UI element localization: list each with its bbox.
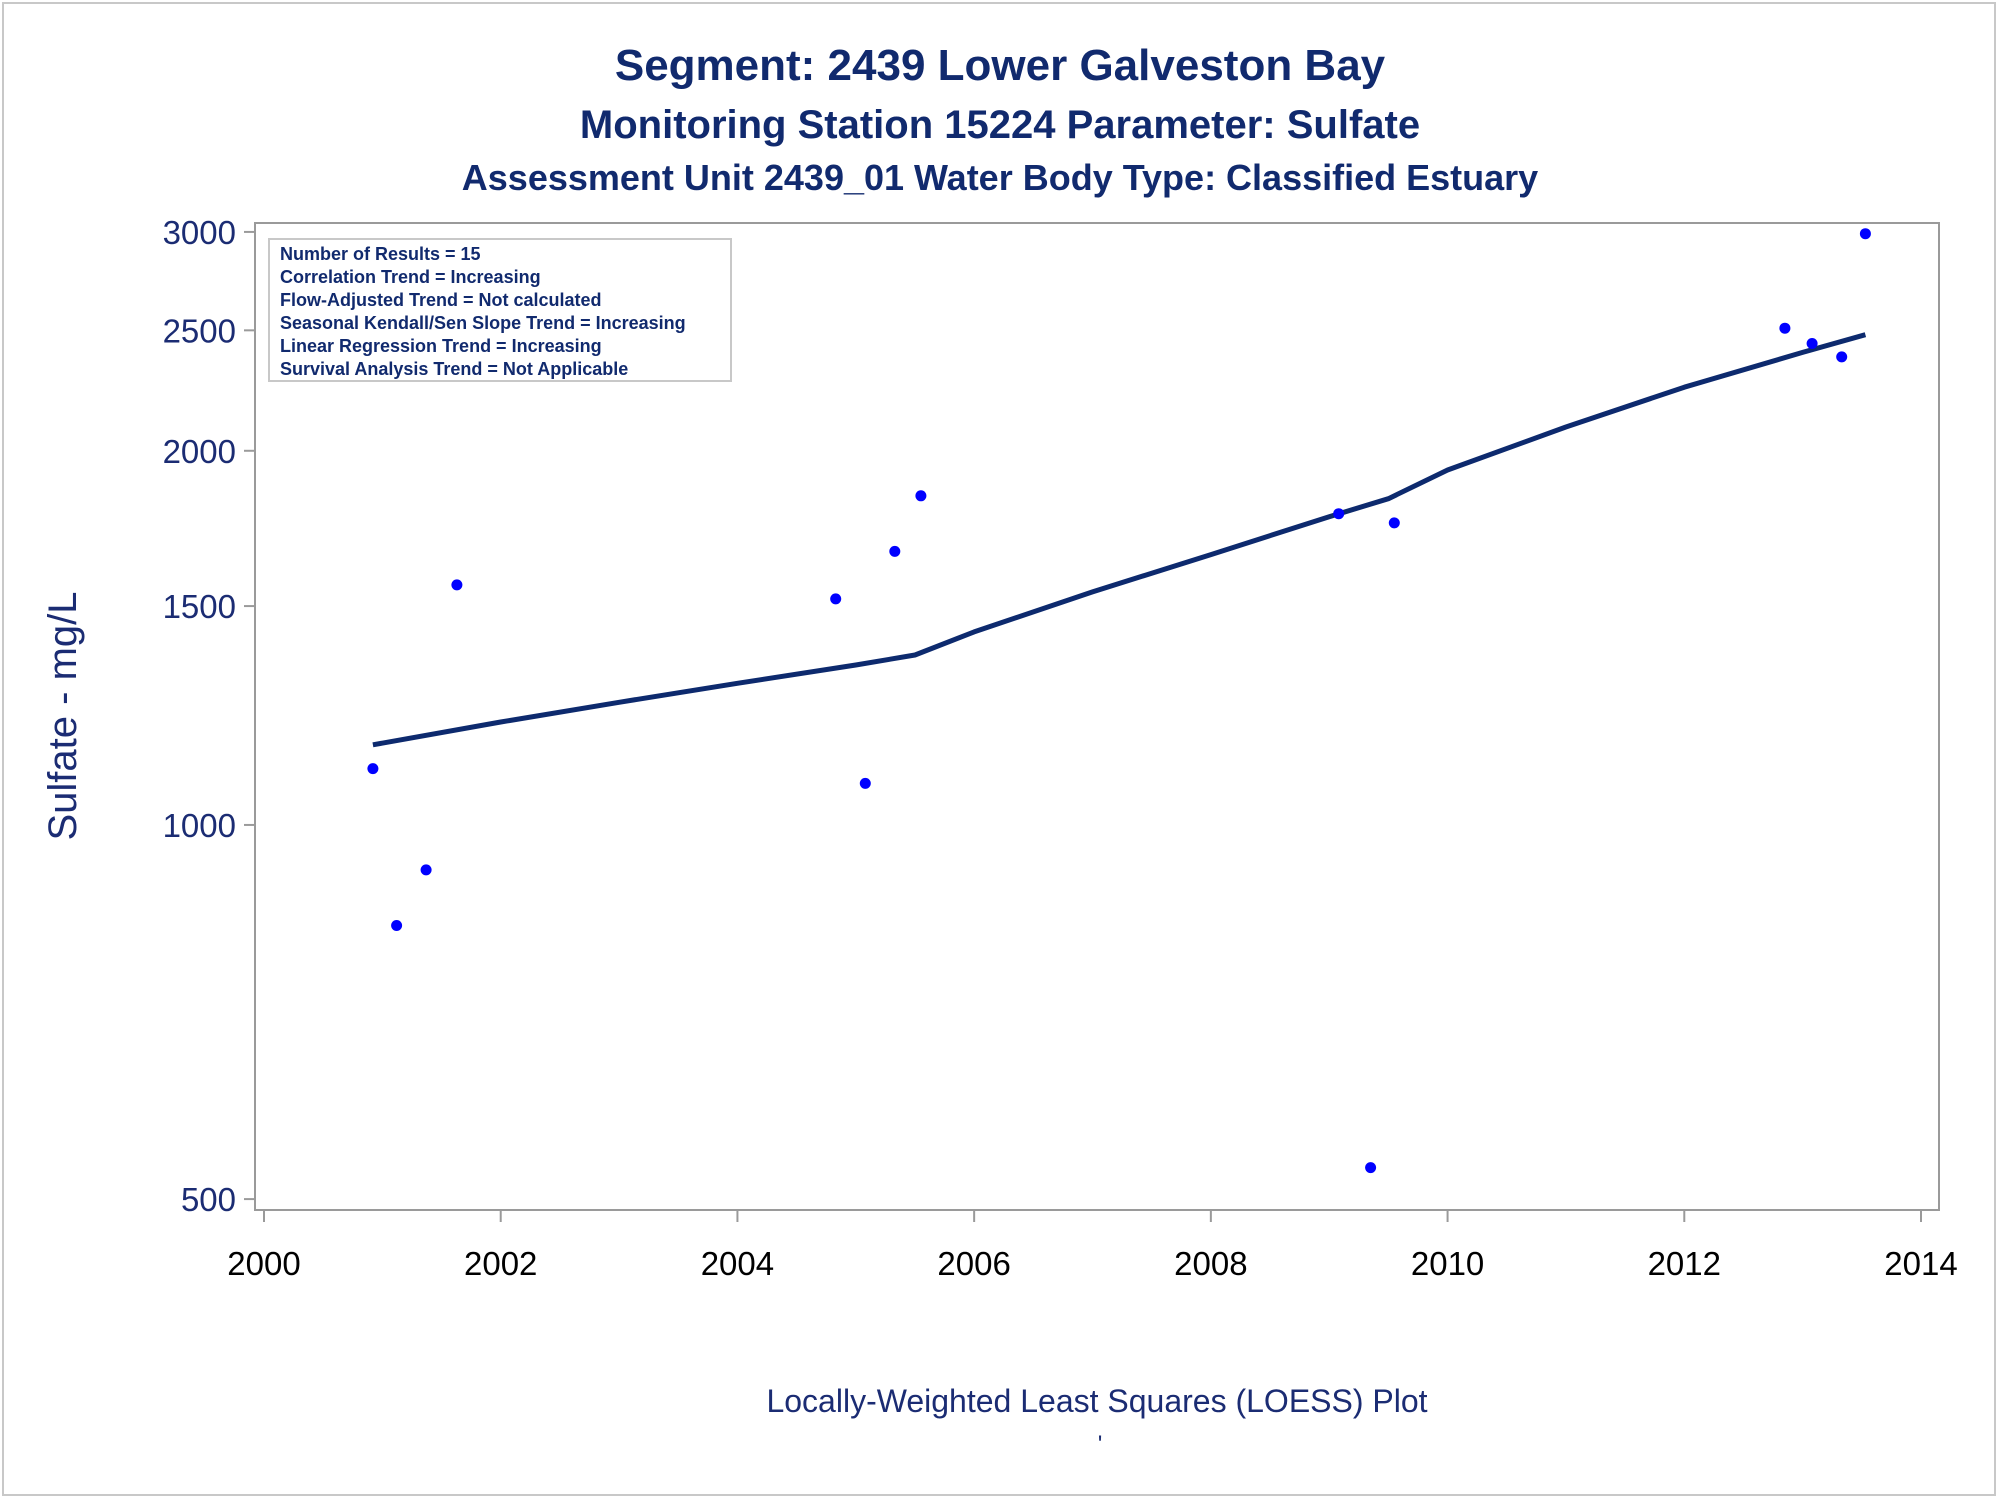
plot-area	[254, 222, 1940, 1211]
chart-subtitle-assessment: Assessment Unit 2439_01 Water Body Type:…	[462, 157, 1538, 198]
stats-line-survival: Survival Analysis Trend = Not Applicable	[280, 359, 628, 379]
stats-line-seasonal-kendall: Seasonal Kendall/Sen Slope Trend = Incre…	[280, 313, 686, 333]
data-point	[367, 763, 379, 775]
y-tick-label: 2000	[163, 433, 236, 470]
chart-marks	[367, 228, 1871, 1174]
data-point	[1859, 228, 1871, 240]
data-point	[1779, 322, 1791, 334]
data-point	[1836, 351, 1848, 363]
stats-box-border	[268, 238, 732, 382]
y-tick-label: 500	[181, 1181, 236, 1218]
y-tick-label: 2500	[163, 312, 236, 349]
footer-mark: '	[1098, 1431, 1103, 1458]
data-point	[391, 920, 403, 931]
y-tick-label: 1500	[163, 588, 236, 625]
y-tick-label: 3000	[163, 214, 236, 251]
x-tick-label: 2012	[1648, 1245, 1721, 1282]
data-point	[1388, 517, 1400, 529]
y-axis-label: Sulfate - mg/L	[41, 591, 85, 840]
stats-line-linear-regression: Linear Regression Trend = Increasing	[280, 336, 602, 356]
data-point	[420, 864, 432, 876]
stats-line-flow-adjusted: Flow-Adjusted Trend = Not calculated	[280, 290, 602, 310]
data-point	[889, 545, 901, 557]
chart-caption: Locally-Weighted Least Squares (LOESS) P…	[766, 1383, 1427, 1419]
x-axis: 2000 2002 2004 2006 2008 2010 2012 2014	[227, 1210, 1958, 1282]
x-tick-label: 2008	[1174, 1245, 1247, 1282]
x-tick-label: 2002	[464, 1245, 537, 1282]
x-tick-label: 2006	[937, 1245, 1010, 1282]
data-point	[915, 490, 927, 502]
stats-line-results: Number of Results = 15	[280, 244, 481, 264]
x-tick-label: 2014	[1884, 1245, 1957, 1282]
data-point	[1806, 338, 1818, 349]
x-tick-label: 2004	[701, 1245, 774, 1282]
chart-title: Segment: 2439 Lower Galveston Bay	[615, 41, 1386, 90]
y-axis: 500 1000 1500 2000 2500 3000	[163, 214, 255, 1218]
data-point	[859, 777, 871, 789]
x-tick-label: 2010	[1411, 1245, 1484, 1282]
data-point	[451, 579, 463, 591]
loess-line	[372, 332, 1867, 748]
data-point	[1333, 508, 1345, 520]
stats-box: Number of Results = 15 Correlation Trend…	[268, 238, 732, 382]
data-point	[1365, 1162, 1377, 1174]
stats-line-correlation: Correlation Trend = Increasing	[280, 267, 541, 287]
data-point	[830, 593, 842, 605]
chart-subtitle-station: Monitoring Station 15224 Parameter: Sulf…	[580, 103, 1420, 147]
x-tick-label: 2000	[227, 1245, 300, 1282]
y-tick-label: 1000	[163, 807, 236, 844]
